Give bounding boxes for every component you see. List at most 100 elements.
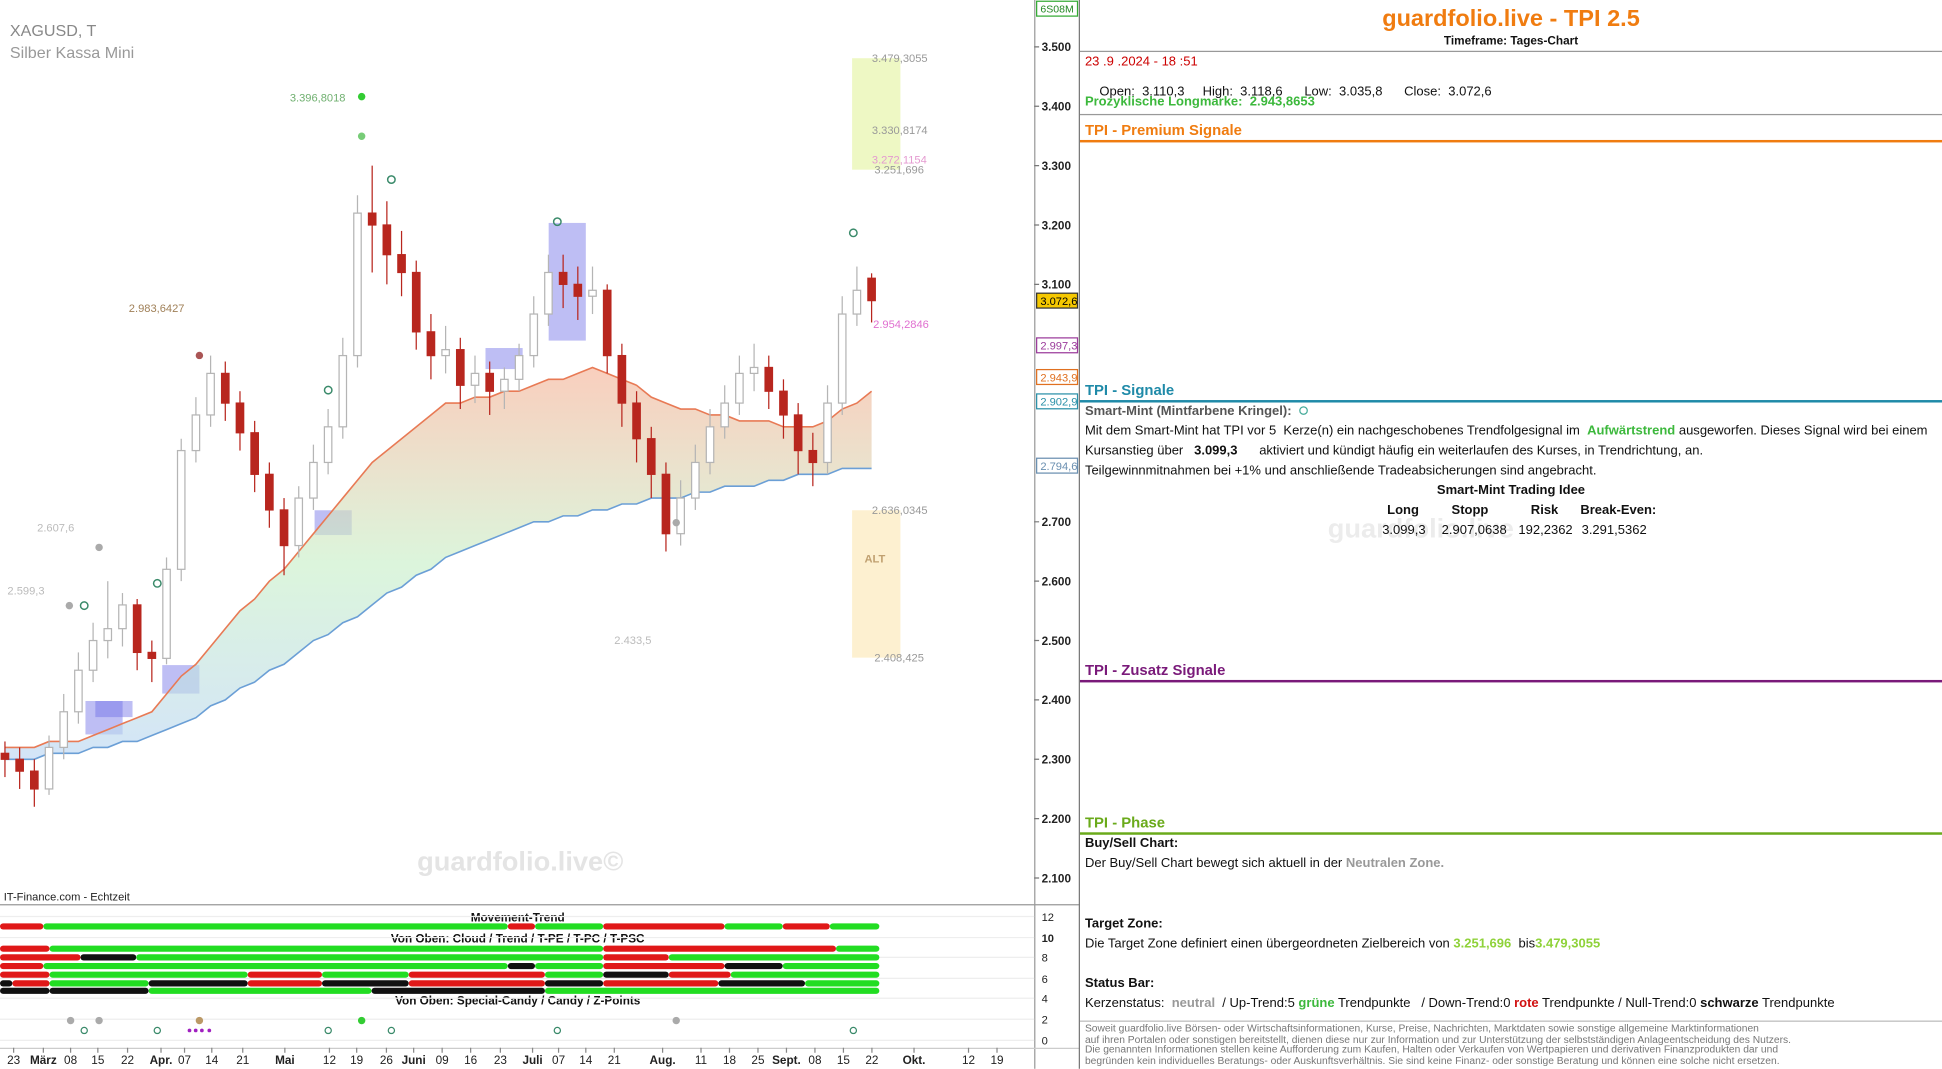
candle-body: [323, 426, 333, 464]
y-tick-label: 3.500: [1042, 41, 1072, 54]
candle-body: [176, 449, 186, 570]
indicator-segment: [49, 987, 149, 994]
annotation: 2.408,425: [874, 652, 924, 664]
indicator-segment: [322, 980, 409, 987]
candle-body: [29, 770, 39, 790]
price-tag: [1036, 457, 1079, 474]
x-tick-label: 07: [178, 1054, 191, 1067]
indicator-segment: [535, 923, 604, 930]
text: Aufwärtstrend: [1587, 423, 1676, 439]
mint-ring: [386, 175, 396, 185]
candle-body: [44, 746, 54, 790]
indicator-segment: [535, 962, 604, 970]
indicator-segment: [0, 980, 13, 987]
indicator-segment: [603, 962, 725, 970]
candle-body: [294, 497, 304, 547]
smart-mint-heading: Smart-Mint (Mintfarbene Kringel):: [1085, 404, 1308, 419]
candle-body: [191, 414, 201, 452]
candle-body: [397, 254, 406, 274]
th: Risk: [1530, 502, 1559, 518]
section-title: TPI - Zusatz Signale: [1084, 661, 1226, 679]
x-tick-label: Juni: [402, 1054, 426, 1067]
price-tag: [1036, 292, 1079, 309]
target-zone: [852, 58, 901, 170]
candle-body: [793, 414, 803, 452]
candle-body: [74, 669, 83, 713]
longmark-value: 2.943,8653: [1249, 94, 1315, 109]
x-tick-label: Mai: [275, 1054, 295, 1067]
x-tick-label: 11: [695, 1054, 707, 1067]
x-tick-label: 22: [865, 1054, 878, 1067]
quote-value: 3.118,6: [1240, 84, 1283, 100]
indicator-segment: [49, 945, 604, 952]
indicator-segment: [718, 980, 806, 987]
watermark: guardfolio.live©: [417, 846, 623, 877]
mint-ring: [848, 228, 858, 238]
indicator-segment: [730, 971, 880, 978]
badge: 6S08M: [1040, 3, 1073, 15]
th: Stopp: [1451, 502, 1489, 518]
x-tick-label: 19: [350, 1054, 363, 1067]
text: 3.099,3: [1194, 443, 1238, 459]
indicator-segment: [12, 980, 50, 987]
indicator-dot: [357, 1016, 366, 1025]
x-tick-label: März: [30, 1054, 57, 1067]
indicator-segment: [0, 954, 81, 961]
rule: [1079, 113, 1942, 116]
price-tag-label: 2.794,6: [1040, 461, 1077, 473]
candle-body: [441, 349, 450, 357]
indicator-segment: [0, 923, 44, 930]
indicator-dot: [672, 1016, 680, 1025]
candle-body: [837, 313, 847, 404]
indicator-dot: [195, 1016, 204, 1025]
candle-body: [705, 426, 715, 464]
x-tick-label: 15: [837, 1054, 851, 1067]
indicator-segment: [668, 971, 731, 978]
td: 192,2362: [1518, 522, 1573, 538]
indicator-segment: [247, 971, 323, 978]
info-panel: guardfolio.live - TPI 2.5 Timeframe: Tag…: [1079, 0, 1942, 1069]
indicator-segment: [724, 962, 783, 970]
text: grüne: [1298, 995, 1335, 1011]
quote-value: 3.035,8: [1339, 84, 1383, 100]
x-tick-label: 21: [236, 1054, 249, 1067]
indicator-tick-label: 6: [1042, 974, 1048, 986]
y-tick-label: 2.500: [1042, 635, 1072, 648]
annotation: 2.607,6: [37, 522, 74, 534]
text: neutral: [1171, 995, 1216, 1011]
indicator-segment: [782, 962, 880, 970]
indicator-segment: [603, 980, 719, 987]
section-rule: [1079, 139, 1942, 143]
text-line: Mit dem Smart-Mint hat TPI vor 5 Kerze(n…: [1085, 424, 1928, 439]
indicator-segment: [49, 980, 149, 987]
signal-dot: [65, 601, 74, 610]
candle-body: [602, 289, 612, 357]
candle-body: [661, 473, 671, 535]
indicator-segment: [322, 971, 409, 978]
indicator-segment: [0, 987, 50, 994]
signal-dot: [95, 543, 103, 552]
candle-body: [470, 372, 480, 386]
indicator-ring: [153, 1026, 162, 1035]
text: Neutralen Zone.: [1345, 855, 1445, 871]
th: Long: [1387, 502, 1419, 518]
candle-body: [558, 271, 568, 285]
text: rote: [1514, 995, 1539, 1011]
x-tick-label: 15: [91, 1054, 105, 1067]
candle-body: [764, 366, 774, 392]
longmark-label: Prozyklische Longmarke:: [1084, 94, 1243, 109]
indicator-dot: [207, 1028, 212, 1033]
text: Trendpunkte: [1758, 995, 1835, 1011]
y-tick-label: 3.200: [1042, 219, 1072, 232]
heading: Target Zone:: [1084, 916, 1163, 932]
candle-body: [250, 432, 259, 475]
td: 3.099,3: [1382, 522, 1426, 538]
annotation: 2.599,3: [7, 585, 44, 597]
text: Trendpunkte / Down-Trend:0: [1334, 995, 1515, 1011]
annotation: 2.983,6427: [129, 303, 185, 315]
y-tick-label: 3.100: [1042, 279, 1072, 292]
indicator-dot: [66, 1016, 75, 1025]
x-tick-label: 21: [608, 1054, 621, 1067]
mint-ring: [323, 385, 333, 395]
